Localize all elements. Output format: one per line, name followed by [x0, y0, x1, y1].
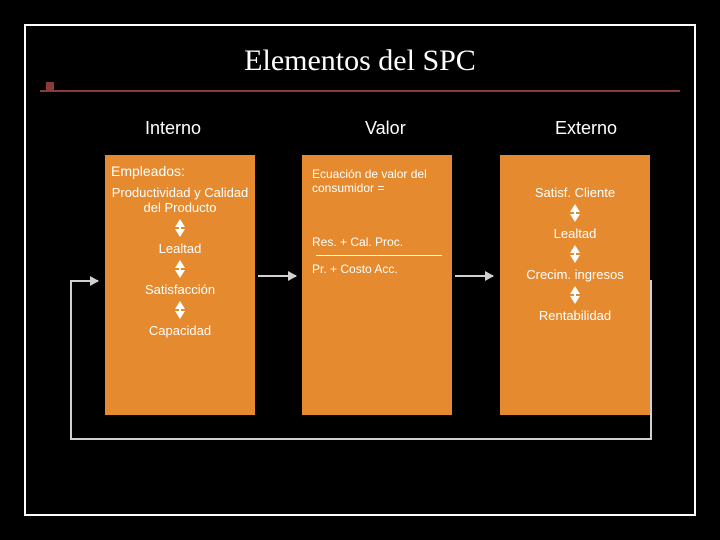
box-valor-denominator: Pr. + Costo Acc.: [312, 262, 446, 276]
box-externo: Satisf. Cliente Lealtad Crecim. ingresos…: [500, 155, 650, 415]
box-externo-item: Crecim. ingresos: [506, 267, 644, 282]
column-header-valor: Valor: [365, 118, 406, 139]
box-externo-item: Rentabilidad: [506, 308, 644, 323]
feedback-line: [70, 438, 652, 440]
title-underline: [40, 90, 680, 92]
column-header-externo: Externo: [555, 118, 617, 139]
box-valor-numerator: Res. + Cal. Proc.: [312, 235, 446, 249]
varrow-icon: [570, 286, 580, 304]
box-interno-item: Capacidad: [111, 323, 249, 338]
box-externo-item: Lealtad: [506, 226, 644, 241]
box-externo-item: Satisf. Cliente: [506, 185, 644, 200]
arrow-interno-to-valor: [258, 275, 296, 277]
fraction-divider: [316, 255, 442, 256]
varrow-icon: [570, 204, 580, 222]
box-interno-item: Lealtad: [111, 241, 249, 256]
box-interno-heading: Empleados:: [111, 163, 249, 179]
arrow-valor-to-externo: [455, 275, 493, 277]
feedback-line: [70, 280, 72, 440]
box-valor: Ecuación de valor del consumidor = Res. …: [302, 155, 452, 415]
box-valor-equation-label: Ecuación de valor del consumidor =: [312, 167, 446, 195]
varrow-icon: [175, 301, 185, 319]
varrow-icon: [570, 245, 580, 263]
column-header-interno: Interno: [145, 118, 201, 139]
varrow-icon: [175, 219, 185, 237]
varrow-icon: [175, 260, 185, 278]
slide-title: Elementos del SPC: [0, 44, 720, 78]
feedback-arrow-into-interno: [70, 280, 98, 282]
title-bullet: [46, 82, 54, 90]
feedback-line: [650, 280, 652, 440]
box-interno: Empleados: Productividad y Calidad del P…: [105, 155, 255, 415]
box-interno-item: Satisfacción: [111, 282, 249, 297]
box-interno-item: Productividad y Calidad del Producto: [111, 185, 249, 215]
